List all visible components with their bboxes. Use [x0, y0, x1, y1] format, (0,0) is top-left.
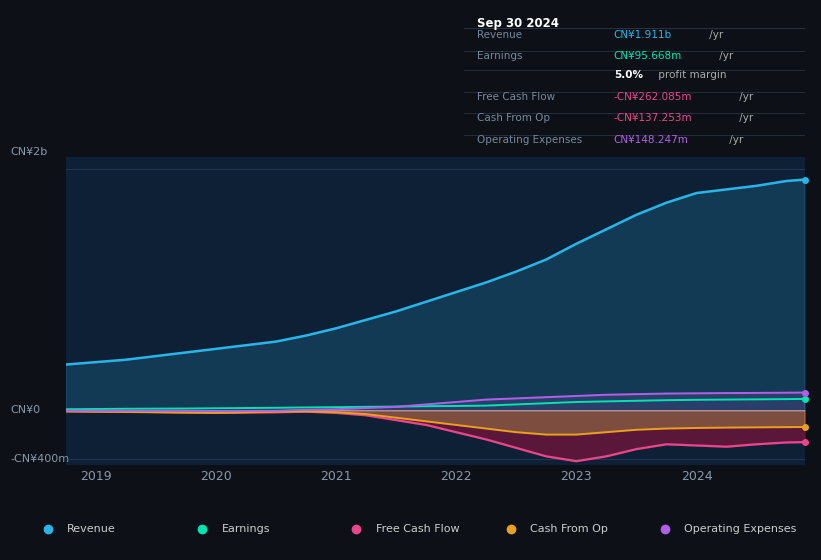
Text: Free Cash Flow: Free Cash Flow — [376, 524, 460, 534]
Text: CN¥2b: CN¥2b — [11, 147, 48, 157]
Text: /yr: /yr — [727, 136, 744, 146]
Text: Revenue: Revenue — [478, 30, 523, 40]
Text: Cash From Op: Cash From Op — [478, 114, 551, 124]
Text: Revenue: Revenue — [67, 524, 116, 534]
Text: /yr: /yr — [736, 114, 754, 124]
Text: Operating Expenses: Operating Expenses — [478, 136, 583, 146]
Text: CN¥0: CN¥0 — [11, 405, 40, 416]
Text: profit margin: profit margin — [654, 71, 726, 81]
Text: 5.0%: 5.0% — [614, 71, 643, 81]
Text: -CN¥262.085m: -CN¥262.085m — [614, 92, 692, 102]
Text: Earnings: Earnings — [478, 52, 523, 62]
Text: Cash From Op: Cash From Op — [530, 524, 608, 534]
Text: Free Cash Flow: Free Cash Flow — [478, 92, 556, 102]
Text: Operating Expenses: Operating Expenses — [685, 524, 797, 534]
Text: CN¥1.911b: CN¥1.911b — [614, 30, 672, 40]
Text: -CN¥137.253m: -CN¥137.253m — [614, 114, 692, 124]
Text: /yr: /yr — [736, 92, 754, 102]
Text: /yr: /yr — [716, 52, 733, 62]
Text: CN¥95.668m: CN¥95.668m — [614, 52, 682, 62]
Text: -CN¥400m: -CN¥400m — [11, 454, 70, 464]
Text: Sep 30 2024: Sep 30 2024 — [478, 17, 559, 30]
Text: Earnings: Earnings — [222, 524, 270, 534]
Text: CN¥148.247m: CN¥148.247m — [614, 136, 689, 146]
Text: /yr: /yr — [706, 30, 723, 40]
